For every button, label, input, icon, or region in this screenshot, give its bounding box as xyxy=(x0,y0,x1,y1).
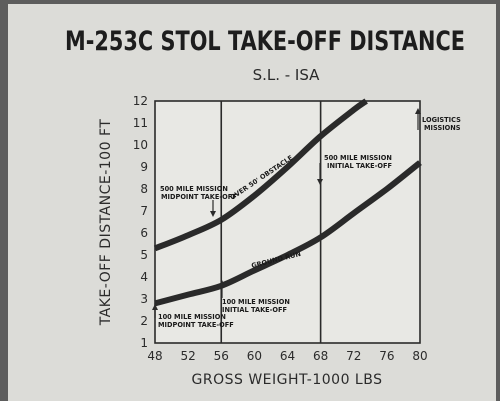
annotation-logistics-line2: MISSIONS xyxy=(424,124,461,132)
x-tick-label-48: 48 xyxy=(147,349,162,363)
y-tick-label-12: 12 xyxy=(133,94,148,108)
annotation-logistics-missions: LOGISTICS MISSIONS xyxy=(415,108,461,132)
y-tick-label-2: 2 xyxy=(140,314,148,328)
annotation-100-midpoint-line1: 100 MILE MISSION xyxy=(158,313,226,321)
annotation-500-mile-midpoint: 500 MILE MISSION MIDPOINT TAKE-OFF xyxy=(160,185,237,217)
y-axis-label: TAKE-OFF DISTANCE-100 FT xyxy=(98,119,114,327)
x-axis-label: GROSS WEIGHT-1000 LBS xyxy=(192,372,383,388)
y-tick-label-8: 8 xyxy=(140,182,148,196)
y-tick-label-1: 1 xyxy=(140,336,148,350)
plot-area xyxy=(154,100,421,344)
x-tick-label-68: 68 xyxy=(313,349,328,363)
series-over-50ft-obstacle xyxy=(153,98,368,252)
x-tick-label-76: 76 xyxy=(379,349,394,363)
annotation-500-initial-line2: INITIAL TAKE-OFF xyxy=(327,162,392,170)
y-tick-label-10: 10 xyxy=(133,138,148,152)
y-tick-label-9: 9 xyxy=(140,160,148,174)
annotation-100-initial-line2: INITIAL TAKE-OFF xyxy=(222,306,287,314)
y-tick-label-4: 4 xyxy=(140,270,148,284)
y-tick-label-3: 3 xyxy=(140,292,148,306)
annotation-100-initial-arrowhead-icon xyxy=(219,280,225,286)
annotation-500-initial-arrowhead-icon xyxy=(317,179,323,185)
annotation-100-mile-initial: 100 MILE MISSION INITIAL TAKE-OFF xyxy=(219,280,290,314)
chart-subtitle: S.L. - ISA xyxy=(253,66,321,84)
x-ticks: 48 52 56 60 64 68 72 76 80 xyxy=(147,349,427,363)
annotation-500-midpoint-line1: 500 MILE MISSION xyxy=(160,185,228,193)
annotation-100-mile-midpoint: 100 MILE MISSION MIDPOINT TAKE-OFF xyxy=(152,303,234,329)
x-tick-label-56: 56 xyxy=(214,349,229,363)
y-tick-label-6: 6 xyxy=(140,226,148,240)
annotation-logistics-arrowhead-icon xyxy=(415,108,421,114)
y-tick-label-11: 11 xyxy=(133,116,148,130)
annotation-500-midpoint-line2: MIDPOINT TAKE-OFF xyxy=(161,193,237,201)
x-tick-label-80: 80 xyxy=(412,349,427,363)
annotation-100-midpoint-arrowhead-icon xyxy=(152,304,158,310)
annotation-500-initial-line1: 500 MILE MISSION xyxy=(324,154,392,162)
x-tick-label-52: 52 xyxy=(180,349,195,363)
annotation-500-midpoint-arrowhead-icon xyxy=(210,211,216,217)
x-tick-label-72: 72 xyxy=(346,349,361,363)
y-tick-label-7: 7 xyxy=(140,204,148,218)
annotation-500-mile-initial: 500 MILE MISSION INITIAL TAKE-OFF xyxy=(317,154,392,185)
x-tick-label-64: 64 xyxy=(280,349,295,363)
x-tick-label-60: 60 xyxy=(247,349,262,363)
series-ground-run xyxy=(154,160,422,307)
annotation-100-initial-line1: 100 MILE MISSION xyxy=(222,298,290,306)
annotation-logistics-line1: LOGISTICS xyxy=(422,116,461,124)
annotation-100-midpoint-line2: MIDPOINT TAKE-OFF xyxy=(158,321,234,329)
y-tick-label-5: 5 xyxy=(140,248,148,262)
chart-title: M-253C STOL TAKE-OFF DISTANCE xyxy=(65,26,465,57)
